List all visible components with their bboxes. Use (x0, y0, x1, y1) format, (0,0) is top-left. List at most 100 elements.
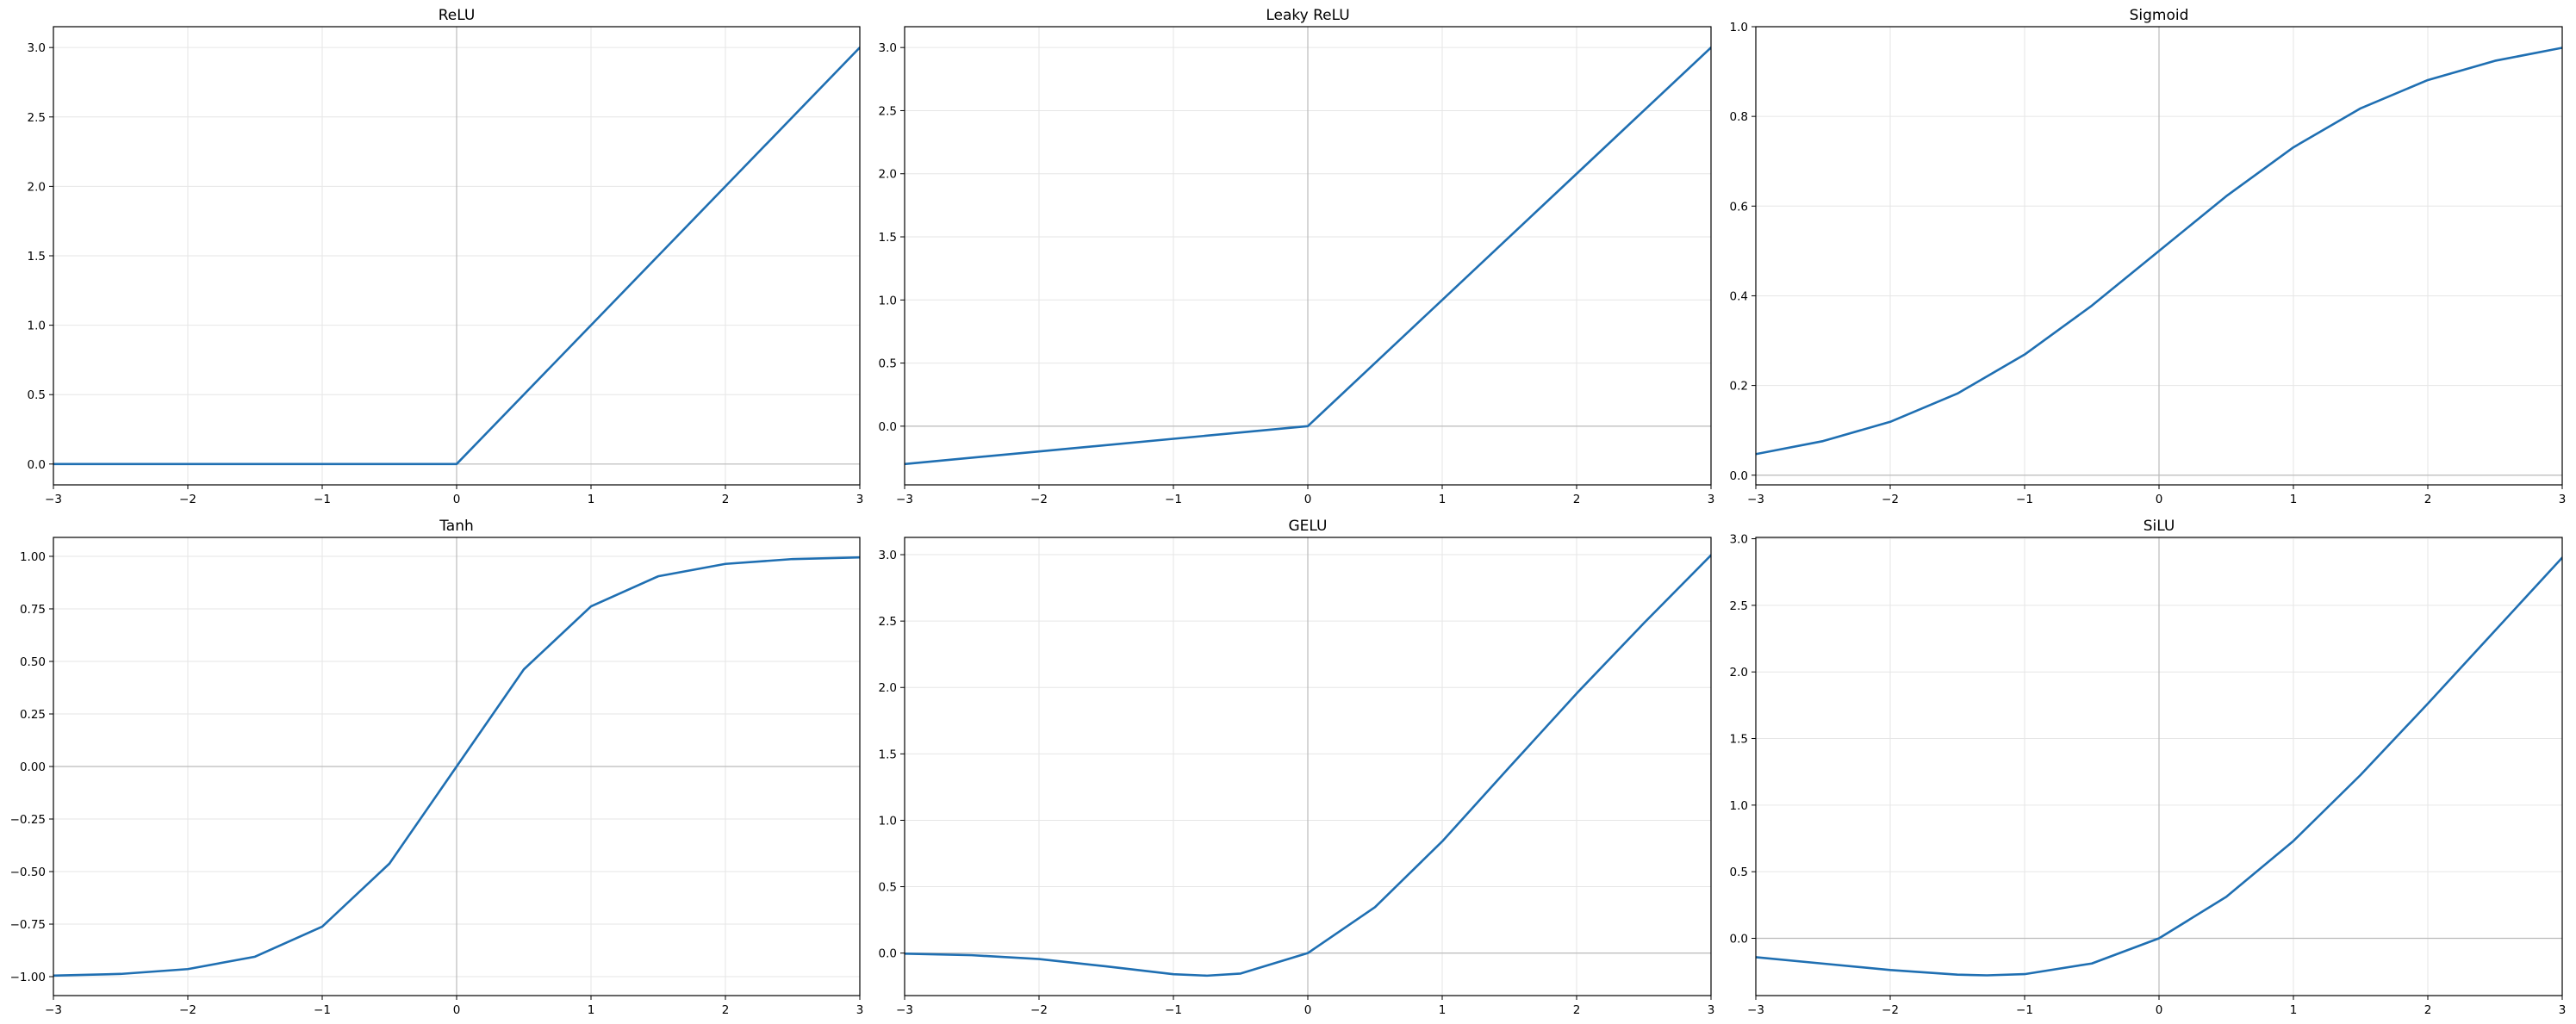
x-tick-label: 3 (856, 493, 864, 506)
y-tick-label: 0.25 (20, 708, 46, 722)
x-tick-label: 0 (453, 493, 461, 506)
x-tick-label: −2 (1030, 493, 1048, 506)
y-tick-label: −1.00 (10, 971, 46, 984)
subplot-4: −3 −2 −1 0 1 2 3 0.0 0.5 1.0 1.5 2.0 2.5 3.0 GELU (879, 518, 1715, 1017)
y-tick-label: 1.5 (28, 250, 46, 264)
y-tick-label: 0.2 (1730, 380, 1748, 394)
chart-title: Sigmoid (2130, 7, 2189, 24)
x-tick-label: −1 (314, 493, 331, 506)
chart-title: ReLU (439, 7, 476, 24)
y-tick-label: 0.0 (879, 947, 897, 961)
x-tick-label: 1 (2290, 1003, 2298, 1017)
x-tick-label: 1 (1439, 1003, 1447, 1017)
y-tick-label: 1.0 (28, 320, 46, 333)
x-tick-label: −1 (2016, 493, 2033, 506)
x-tick-label: −3 (1747, 1003, 1764, 1017)
y-tick-label: 0.5 (879, 357, 897, 371)
y-tick-label: 0.5 (1730, 866, 1748, 879)
x-tick-label: −2 (1882, 493, 1899, 506)
y-tick-label: −0.75 (10, 918, 46, 932)
x-tick-label: 3 (856, 1003, 864, 1017)
x-tick-label: 2 (1573, 493, 1581, 506)
x-tick-label: 3 (2559, 1003, 2567, 1017)
x-tick-label: 0 (2156, 1003, 2163, 1017)
x-tick-label: 1 (588, 493, 595, 506)
y-tick-label: 1.5 (879, 231, 897, 245)
y-tick-label: 3.0 (879, 549, 897, 562)
x-tick-label: 1 (1439, 493, 1447, 506)
y-tick-label: 2.0 (28, 180, 46, 194)
x-tick-label: −1 (1165, 1003, 1182, 1017)
x-tick-label: −3 (45, 1003, 62, 1017)
y-tick-label: 2.5 (879, 104, 897, 118)
subplot-0: −3 −2 −1 0 1 2 3 0.0 0.5 1.0 1.5 2.0 2.5 3.0 ReLU (28, 7, 864, 506)
y-tick-label: 0.5 (28, 388, 46, 402)
chart-title: GELU (1289, 518, 1328, 535)
series-line-0 (905, 46, 1711, 466)
x-tick-label: −1 (2016, 1003, 2033, 1017)
x-tick-label: 2 (2424, 1003, 2432, 1017)
series-line-0 (905, 554, 1711, 977)
x-tick-label: 1 (588, 1003, 595, 1017)
chart-title: Tanh (439, 518, 474, 535)
x-tick-label: −3 (896, 493, 913, 506)
y-tick-label: 0.50 (20, 655, 46, 669)
y-tick-label: 1.00 (20, 550, 46, 564)
y-tick-label: 0.0 (879, 420, 897, 434)
x-tick-label: −2 (1030, 1003, 1048, 1017)
x-tick-label: 1 (2290, 493, 2298, 506)
x-tick-label: 0 (2156, 493, 2163, 506)
y-tick-label: 1.5 (1730, 733, 1748, 747)
y-tick-label: 2.0 (879, 681, 897, 695)
y-tick-label: 0.0 (1730, 469, 1748, 483)
y-tick-label: 1.0 (1730, 799, 1748, 813)
chart-title: Leaky ReLU (1266, 7, 1349, 24)
x-tick-label: 0 (1304, 1003, 1312, 1017)
y-tick-label: 0.0 (1730, 933, 1748, 946)
y-tick-label: 0.5 (879, 881, 897, 895)
y-tick-label: 3.0 (28, 41, 46, 55)
x-tick-label: 2 (722, 1003, 730, 1017)
y-tick-label: 1.5 (879, 748, 897, 761)
chart-title: SiLU (2144, 518, 2175, 535)
x-tick-label: −2 (179, 493, 196, 506)
x-tick-label: −2 (179, 1003, 196, 1017)
y-tick-label: 2.0 (879, 168, 897, 182)
x-tick-label: 0 (453, 1003, 461, 1017)
y-tick-label: 0.4 (1730, 289, 1748, 303)
x-tick-label: −2 (1882, 1003, 1899, 1017)
x-tick-label: 3 (2559, 493, 2567, 506)
y-tick-label: 0.75 (20, 603, 46, 617)
series-line-0 (1756, 556, 2562, 977)
y-tick-label: 3.0 (879, 41, 897, 55)
y-tick-label: 0.00 (20, 760, 46, 774)
y-tick-label: 2.0 (1730, 666, 1748, 680)
x-tick-label: 2 (2424, 493, 2432, 506)
y-tick-label: 1.0 (879, 294, 897, 307)
x-tick-label: −3 (45, 493, 62, 506)
y-tick-label: 1.0 (1730, 21, 1748, 34)
x-tick-label: 3 (1708, 493, 1715, 506)
y-tick-label: 2.5 (879, 615, 897, 629)
x-tick-label: −1 (1165, 493, 1182, 506)
x-tick-label: 3 (1708, 1003, 1715, 1017)
y-tick-label: 1.0 (879, 814, 897, 828)
x-tick-label: −3 (896, 1003, 913, 1017)
y-tick-label: 2.5 (1730, 599, 1748, 613)
y-tick-label: 0.6 (1730, 200, 1748, 214)
series-line-0 (1756, 47, 2562, 456)
x-tick-label: 0 (1304, 493, 1312, 506)
series-line-0 (53, 46, 860, 466)
subplot-2: −3 −2 −1 0 1 2 3 0.0 0.2 0.4 0.6 0.8 1.0 Sigmoid (1730, 7, 2567, 506)
y-tick-label: 3.0 (1730, 533, 1748, 547)
x-tick-label: −1 (314, 1003, 331, 1017)
series-line-0 (53, 555, 860, 977)
y-tick-label: −0.50 (10, 866, 46, 879)
subplot-3: −3 −2 −1 0 1 2 3 −1.00 −0.75 −0.50 −0.25 0.00 0.25 0.… (10, 518, 864, 1017)
y-tick-label: 2.5 (28, 111, 46, 125)
subplot-5: −3 −2 −1 0 1 2 3 0.0 0.5 1.0 1.5 2.0 2.5 3.0 SiLU (1730, 518, 2567, 1017)
subplot-1: −3 −2 −1 0 1 2 3 0.0 0.5 1.0 1.5 2.0 2.5 3.0 Leaky ReL… (879, 7, 1715, 506)
x-tick-label: 2 (1573, 1003, 1581, 1017)
x-tick-label: 2 (722, 493, 730, 506)
